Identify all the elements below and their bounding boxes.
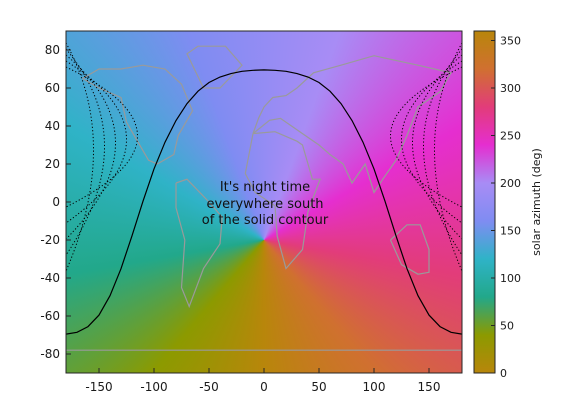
dotted-contours — [66, 42, 462, 272]
y-tick-label: -80 — [40, 347, 60, 361]
y-tick-label: 20 — [45, 157, 60, 171]
coastline-overlay — [66, 45, 462, 351]
x-tick-label: -150 — [85, 380, 112, 394]
annotation-line-3: of the solid contour — [202, 213, 329, 228]
colorbar-tick-label: 100 — [500, 272, 521, 285]
y-tick-label: 60 — [45, 81, 60, 95]
coastline — [252, 55, 452, 194]
colorbar-ticks: 0 50 100 150 200 250 300 350 — [491, 35, 521, 380]
colorbar-gradient — [473, 30, 496, 374]
x-tick-label: -50 — [199, 380, 219, 394]
y-tick-label: -20 — [40, 233, 60, 247]
colorbar-tick-label: 150 — [500, 225, 521, 238]
y-tick-label: 0 — [52, 195, 60, 209]
colorbar-tick-label: 0 — [500, 367, 507, 380]
colorbar-tick-label: 200 — [500, 177, 521, 190]
y-tick-label: 80 — [45, 43, 60, 57]
azimuth-heatmap — [66, 31, 462, 373]
coastline — [186, 45, 243, 89]
colorbar-label: solar azimuth (deg) — [530, 148, 543, 256]
coastline — [82, 64, 194, 165]
coastline — [175, 178, 223, 309]
coastline — [389, 224, 430, 275]
colorbar-tick-label: 350 — [500, 35, 521, 48]
colorbar-tick-label: 300 — [500, 82, 521, 95]
plot-area — [66, 31, 462, 373]
y-tick-label: -60 — [40, 309, 60, 323]
x-axis: -150 -100 -50 0 50 100 150 — [85, 368, 440, 394]
y-axis: -80 -60 -40 -20 0 20 40 60 80 — [40, 43, 71, 361]
x-tick-label: 150 — [418, 380, 441, 394]
x-tick-label: -100 — [140, 380, 167, 394]
coastline — [244, 131, 321, 270]
colorbar-tick-label: 250 — [500, 130, 521, 143]
annotation-line-2: everywhere south — [206, 197, 323, 212]
x-tick-label: 100 — [363, 380, 386, 394]
y-tick-label: -40 — [40, 271, 60, 285]
x-tick-label: 50 — [311, 380, 326, 394]
colorbar-tick-label: 50 — [500, 320, 514, 333]
colorbar: 0 50 100 150 200 250 300 350 solar azimuth (deg… — [473, 30, 543, 380]
annotation-line-1: It's night time — [220, 180, 310, 195]
dotted-contour — [423, 48, 462, 256]
x-tick-label: 0 — [260, 380, 268, 394]
dotted-contour — [66, 48, 105, 256]
y-tick-label: 40 — [45, 119, 60, 133]
night-contour-line — [66, 69, 462, 335]
